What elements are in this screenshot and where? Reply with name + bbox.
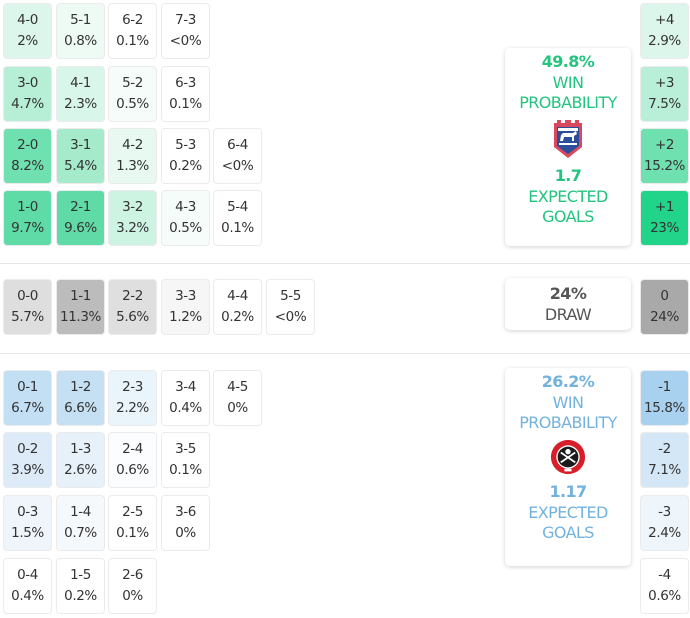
margin-cell: +3 7.5% [640, 66, 689, 122]
score-cell: 2-5 0.1% [108, 495, 157, 551]
score-cell: 0-2 3.9% [3, 432, 52, 488]
draw-margin-cell: 0 24% [640, 279, 689, 335]
score-cell: 5-1 0.8% [56, 3, 105, 59]
probability-label: PROBABILITY [519, 93, 617, 112]
score-cell: 2-3 2.2% [108, 370, 157, 426]
margin-cell: -4 0.6% [640, 558, 689, 614]
score-cell: 7-3 <0% [161, 3, 210, 59]
away-expected-goals: 1.17 [549, 482, 587, 501]
score-cell: 4-0 2% [3, 3, 52, 59]
probability-label: PROBABILITY [519, 413, 617, 432]
score-cell: 2-1 9.6% [56, 190, 105, 246]
score-cell: 5-3 0.2% [161, 128, 210, 184]
score-cell: 2-2 5.6% [108, 279, 157, 335]
draw-summary-card: 24% DRAW [505, 278, 631, 330]
home-win-probability: 49.8% [541, 52, 595, 71]
draw-probability: 24% [549, 284, 587, 303]
expected-label: EXPECTED [528, 503, 608, 522]
home-team-summary-card: 49.8% WIN PROBABILITY 1.7 EXPECTED GOALS [505, 48, 631, 246]
score-cell: 1-3 2.6% [56, 432, 105, 488]
score-cell: 6-3 0.1% [161, 66, 210, 122]
away-team-summary-card: 26.2% WIN PROBABILITY 1.17 EXPECTED GOAL… [505, 368, 631, 566]
score-cell: 6-2 0.1% [108, 3, 157, 59]
score-cell: 6-4 <0% [213, 128, 262, 184]
score-cell: 0-4 0.4% [3, 558, 52, 614]
score-cell: 0-0 5.7% [3, 279, 52, 335]
margin-cell: +4 2.9% [640, 3, 689, 59]
score-cell: 4-5 0% [213, 370, 262, 426]
score-cell: 3-1 5.4% [56, 128, 105, 184]
score-cell: 4-4 0.2% [213, 279, 262, 335]
score-cell: 3-2 3.2% [108, 190, 157, 246]
sheffield-united-crest-icon [550, 439, 586, 475]
win-label: WIN [552, 393, 584, 412]
margin-cell: +2 15.2% [640, 128, 689, 184]
section-divider [0, 263, 690, 264]
ipswich-town-crest-icon [554, 120, 582, 158]
score-cell: 4-2 1.3% [108, 128, 157, 184]
margin-cell: -1 15.8% [640, 370, 689, 426]
score-cell: 5-4 0.1% [213, 190, 262, 246]
margin-cell: -3 2.4% [640, 495, 689, 551]
score-cell: 3-4 0.4% [161, 370, 210, 426]
score-cell: 2-4 0.6% [108, 432, 157, 488]
goals-label: GOALS [542, 523, 594, 542]
score-cell: 0-3 1.5% [3, 495, 52, 551]
goals-label: GOALS [542, 207, 594, 226]
home-expected-goals: 1.7 [554, 166, 582, 185]
score-cell: 1-2 6.6% [56, 370, 105, 426]
score-cell: 2-6 0% [108, 558, 157, 614]
win-label: WIN [552, 73, 584, 92]
score-cell: 1-5 0.2% [56, 558, 105, 614]
margin-cell: -2 7.1% [640, 432, 689, 488]
away-win-probability: 26.2% [541, 372, 595, 391]
score-cell: 2-0 8.2% [3, 128, 52, 184]
score-cell: 4-1 2.3% [56, 66, 105, 122]
section-divider [0, 353, 690, 354]
margin-cell: +1 23% [640, 190, 689, 246]
score-cell: 0-1 6.7% [3, 370, 52, 426]
score-cell: 5-5 <0% [266, 279, 315, 335]
score-cell: 4-3 0.5% [161, 190, 210, 246]
score-cell: 1-1 11.3% [56, 279, 105, 335]
score-cell: 1-4 0.7% [56, 495, 105, 551]
score-cell: 3-5 0.1% [161, 432, 210, 488]
score-cell: 1-0 9.7% [3, 190, 52, 246]
expected-label: EXPECTED [528, 187, 608, 206]
score-cell: 3-3 1.2% [161, 279, 210, 335]
score-cell: 3-0 4.7% [3, 66, 52, 122]
draw-label: DRAW [544, 305, 592, 324]
score-cell: 5-2 0.5% [108, 66, 157, 122]
score-cell: 3-6 0% [161, 495, 210, 551]
